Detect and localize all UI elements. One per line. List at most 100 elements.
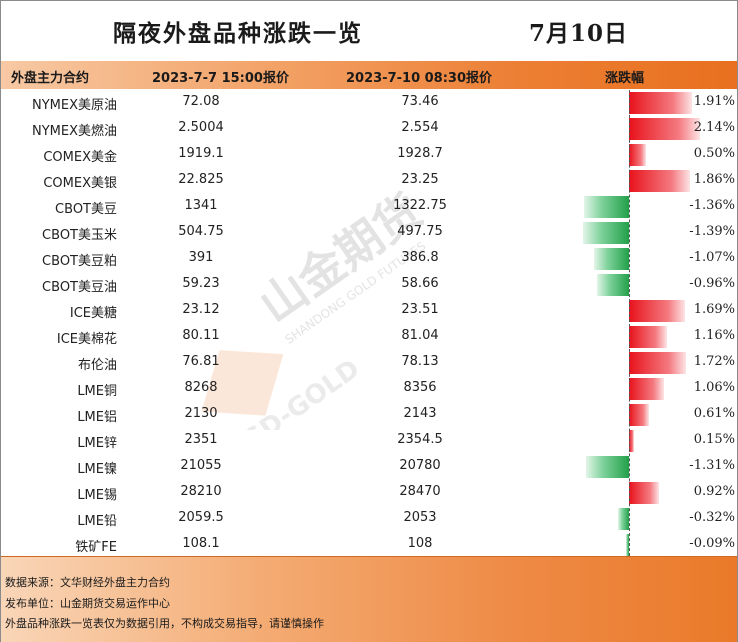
table-row: CBOT美豆 1341 1322.75 -1.36% — [1, 194, 737, 220]
new-price: 108 — [407, 536, 433, 551]
contract-name: NYMEX美燃油 — [31, 124, 117, 139]
table-row: NYMEX美原油 72.08 73.46 1.91% — [1, 90, 737, 116]
table-row: LME镍 21055 20780 -1.31% — [1, 454, 737, 480]
change-bar — [593, 248, 629, 270]
old-price: 1919.1 — [178, 146, 224, 161]
new-price: 2143 — [403, 406, 437, 421]
table-row: COMEX美银 22.825 23.25 1.86% — [1, 168, 737, 194]
table-header: 外盘主力合约 2023-7-7 15:00报价 2023-7-10 08:30报… — [1, 61, 737, 89]
change-bar — [629, 404, 650, 426]
change-percent: 1.72% — [693, 354, 735, 369]
contract-name: CBOT美豆油 — [42, 280, 117, 295]
contract-name: 铁矿FE — [75, 540, 117, 555]
table-row: 布伦油 76.81 78.13 1.72% — [1, 350, 737, 376]
change-percent: 1.06% — [693, 380, 735, 395]
change-bar — [597, 274, 629, 296]
old-price: 2130 — [184, 406, 218, 421]
change-percent: 1.91% — [693, 94, 735, 109]
table-row: ICE美棉花 80.11 81.04 1.16% — [1, 324, 737, 350]
old-price: 72.08 — [182, 94, 220, 109]
contract-name: CBOT美豆粕 — [42, 254, 117, 269]
change-percent: -0.96% — [689, 276, 735, 291]
new-price: 2053 — [403, 510, 437, 525]
change-bar — [618, 508, 629, 530]
old-price: 21055 — [180, 458, 222, 473]
zero-axis — [629, 90, 630, 556]
data-rows: NYMEX美原油 72.08 73.46 1.91% NYMEX美燃油 2.5004 2.5… — [1, 90, 737, 556]
change-bar — [629, 170, 691, 192]
contract-name: LME锌 — [77, 436, 117, 451]
new-price: 28470 — [399, 484, 441, 499]
contract-name: ICE美糖 — [69, 306, 117, 321]
table-row: CBOT美豆粕 391 386.8 -1.07% — [1, 246, 737, 272]
header-old-price: 2023-7-7 15:00报价 — [152, 71, 289, 86]
table-row: LME铝 2130 2143 0.61% — [1, 402, 737, 428]
change-bar — [629, 92, 693, 114]
footer: 数据来源：文华财经外盘主力合约 发布单位：山金期货交易运作中心 外盘品种涨跌一览… — [1, 556, 737, 642]
page-title: 隔夜外盘品种涨跌一览 — [113, 20, 363, 47]
new-price: 386.8 — [401, 250, 439, 265]
old-price: 23.12 — [182, 302, 220, 317]
change-percent: 2.14% — [693, 120, 735, 135]
change-percent: -1.07% — [689, 250, 735, 265]
contract-name: LME铝 — [77, 410, 117, 425]
old-price: 108.1 — [182, 536, 220, 551]
header-new-price: 2023-7-10 08:30报价 — [346, 71, 493, 86]
new-price: 23.51 — [401, 302, 439, 317]
contract-name: COMEX美银 — [43, 176, 117, 191]
table-row: 铁矿FE 108.1 108 -0.09% — [1, 532, 737, 558]
change-bar — [629, 326, 668, 348]
table-row: LME铜 8268 8356 1.06% — [1, 376, 737, 402]
new-price: 8356 — [403, 380, 437, 395]
header-change: 涨跌幅 — [605, 71, 645, 86]
footer-source: 数据来源：文华财经外盘主力合约 — [5, 576, 170, 589]
old-price: 2059.5 — [178, 510, 224, 525]
new-price: 58.66 — [401, 276, 439, 291]
old-price: 8268 — [184, 380, 218, 395]
old-price: 2351 — [184, 432, 218, 447]
contract-name: COMEX美金 — [43, 150, 117, 165]
contract-name: CBOT美豆 — [55, 202, 117, 217]
footer-publisher: 发布单位：山金期货交易运作中心 — [5, 597, 170, 610]
new-price: 1322.75 — [393, 198, 447, 213]
change-percent: 0.50% — [693, 146, 735, 161]
change-percent: 1.86% — [693, 172, 735, 187]
change-percent: 0.15% — [693, 432, 735, 447]
table-row: LME铅 2059.5 2053 -0.32% — [1, 506, 737, 532]
change-bar — [626, 534, 629, 556]
change-percent: -1.31% — [689, 458, 735, 473]
change-bar — [629, 378, 664, 400]
change-bar — [583, 222, 629, 244]
change-percent: -1.39% — [689, 224, 735, 239]
contract-name: LME铜 — [77, 384, 117, 399]
old-price: 1341 — [184, 198, 218, 213]
change-bar — [629, 144, 646, 166]
old-price: 391 — [188, 250, 214, 265]
table-row: CBOT美豆油 59.23 58.66 -0.96% — [1, 272, 737, 298]
contract-name: NYMEX美原油 — [31, 98, 117, 113]
change-percent: 0.61% — [693, 406, 735, 421]
change-percent: -0.32% — [689, 510, 735, 525]
change-percent: 1.69% — [693, 302, 735, 317]
change-bar — [584, 196, 629, 218]
change-percent: -0.09% — [689, 536, 735, 551]
contract-name: CBOT美玉米 — [42, 228, 117, 243]
change-bar — [629, 118, 700, 140]
contract-name: 布伦油 — [77, 358, 117, 373]
contract-name: LME铅 — [77, 514, 117, 529]
change-bar — [585, 456, 629, 478]
change-bar — [629, 300, 685, 322]
new-price: 2354.5 — [397, 432, 443, 447]
change-bar — [629, 482, 660, 504]
change-percent: 1.16% — [693, 328, 735, 343]
new-price: 2.554 — [401, 120, 439, 135]
change-percent: 0.92% — [693, 484, 735, 499]
table-row: COMEX美金 1919.1 1928.7 0.50% — [1, 142, 737, 168]
header-name: 外盘主力合约 — [11, 71, 90, 86]
contract-name: LME锡 — [77, 488, 117, 503]
new-price: 81.04 — [401, 328, 439, 343]
old-price: 80.11 — [182, 328, 220, 343]
change-bar — [629, 430, 634, 452]
table-row: NYMEX美燃油 2.5004 2.554 2.14% — [1, 116, 737, 142]
new-price: 78.13 — [401, 354, 439, 369]
